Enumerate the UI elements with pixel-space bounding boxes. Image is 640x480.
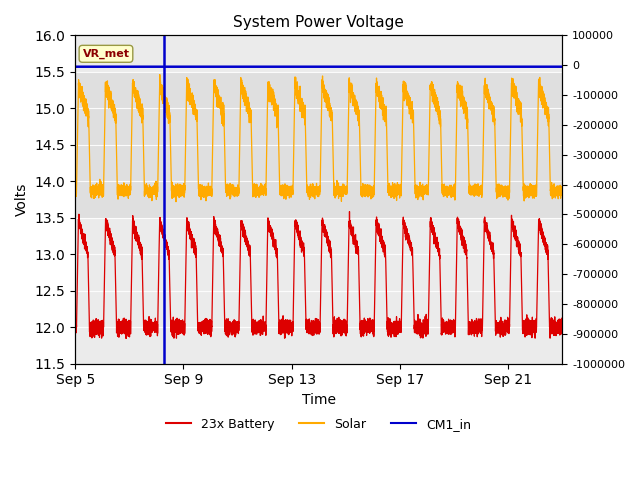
Bar: [75, 72, 563, 218]
X-axis label: Time: Time: [301, 393, 336, 407]
Y-axis label: Volts: Volts: [15, 183, 29, 216]
Title: System Power Voltage: System Power Voltage: [233, 15, 404, 30]
Legend: 23x Battery, Solar, CM1_in: 23x Battery, Solar, CM1_in: [161, 413, 476, 436]
Text: VR_met: VR_met: [83, 48, 129, 59]
